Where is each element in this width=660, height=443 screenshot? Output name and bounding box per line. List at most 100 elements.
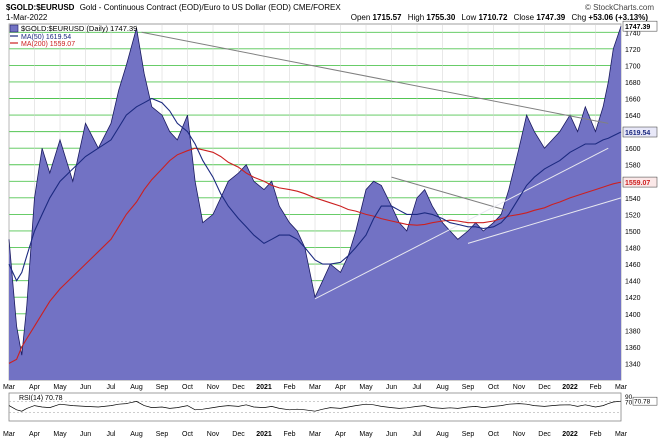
high-value: 1755.30 [426,13,456,22]
x-tick-label-bottom: Jun [80,431,91,438]
x-tick-label: Jul [413,384,422,391]
ma50-line [8,97,622,282]
y-tick-label: 1400 [625,312,641,319]
price-area [9,26,621,380]
x-tick-label: Apr [335,384,347,391]
trendline-resistance [141,31,609,124]
legend-ma200: MA(200) 1559.07 [21,41,75,48]
y-tick-label: 1440 [625,279,641,286]
last-price-tag-bg [622,20,658,32]
x-tick-label-bottom: Jun [386,431,397,438]
low-label: Low [461,13,477,22]
x-tick-label: Oct [488,384,499,391]
x-tick-label-bottom: Feb [589,431,601,438]
rsi-legend: RSI(14) 70.78 [19,395,63,402]
x-tick-label: Feb [589,384,601,391]
ma50-price-tag-bg [622,126,658,138]
rsi-tick-label: 90 [625,394,633,401]
price-line [8,26,622,356]
copyright-label: © StockCharts.com [584,3,654,12]
y-tick-label: 1460 [625,262,641,269]
x-tick-label: May [53,384,67,391]
x-tick-label-bottom: May [359,431,373,438]
y-tick-label: 1340 [625,361,641,368]
x-tick-label: Apr [29,384,41,391]
ohlc-readout: Open 1715.57 High 1755.30 Low 1710.72 Cl… [351,13,648,22]
x-tick-label-bottom: May [53,431,67,438]
chart-symbol: $GOLD:$EURUSD Gold - Continuous Contract… [6,3,341,12]
y-tick-label: 1520 [625,212,641,219]
trendline-support-2 [467,197,622,244]
y-tick-label: 1500 [625,229,641,236]
x-tick-label: Mar [615,384,628,391]
x-tick-label-bottom: Feb [283,431,295,438]
x-tick-label-bottom: 2022 [562,431,578,438]
x-tick-label: Jun [80,384,91,391]
x-tick-label: 2022 [562,384,578,391]
high-label: High [407,13,425,22]
y-tick-label: 1680 [625,80,641,87]
legend: $GOLD:$EURUSD (Daily) 1747.39 MA(50) 161… [9,24,137,48]
rsi-panel-bg [8,392,622,422]
open-label: Open [350,13,371,22]
x-tick-label-bottom: Mar [615,431,628,438]
y-tick-label: 1420 [625,295,641,302]
symbol-text: $GOLD:$EURUSD [6,3,75,12]
x-tick-label: Mar [309,384,322,391]
last-price-tag: 1747.39 [625,24,650,31]
x-tick-label: 2021 [256,384,272,391]
rsi-tick-label: 70 [625,399,633,406]
x-tick-label-bottom: Nov [207,431,220,438]
x-tick-label-bottom: Dec [538,431,551,438]
x-tick-label: Aug [436,384,449,391]
trendline-resistance-2 [391,176,507,211]
low-value: 1710.72 [478,13,508,22]
y-tick-label: 1720 [625,47,641,54]
x-tick-label: Feb [283,384,295,391]
x-tick-label: May [359,384,373,391]
y-tick-label: 1580 [625,163,641,170]
x-tick-label: Jun [386,384,397,391]
legend-main: $GOLD:$EURUSD (Daily) 1747.39 [21,24,137,33]
x-tick-label-bottom: Oct [182,431,193,438]
x-tick-label: Jul [107,384,116,391]
ma200-price-tag: 1559.07 [625,180,650,187]
y-tick-label: 1360 [625,345,641,352]
x-tick-label-bottom: Dec [232,431,245,438]
x-tick-label: Sep [156,384,169,391]
ma200-line [8,147,622,364]
symbol-description: Gold - Continuous Contract (EOD)/Euro to… [79,3,341,12]
x-tick-label: Oct [182,384,193,391]
x-tick-label-bottom: Jul [107,431,116,438]
x-tick-label-bottom: 2021 [256,431,272,438]
x-tick-label: Nov [207,384,220,391]
open-value: 1715.57 [372,13,402,22]
y-tick-label: 1700 [625,63,641,70]
chg-value: +53.06 (+3.13%) [588,13,648,22]
chart-date: 1-Mar-2022 [6,13,48,22]
ma200-price-tag-bg [622,176,658,188]
x-tick-label-bottom: Sep [462,431,475,438]
x-tick-label-bottom: Mar [309,431,322,438]
ma50-price-tag: 1619.54 [625,130,650,137]
rsi-line [8,400,622,412]
y-tick-label: 1380 [625,328,641,335]
x-tick-label: Aug [130,384,143,391]
close-label: Close [513,13,535,22]
rsi-value-tag: 70.78 [634,399,651,406]
x-tick-label: Dec [232,384,245,391]
x-tick-label-bottom: Mar [3,431,16,438]
close-value: 1747.39 [536,13,566,22]
trendline-support [314,147,609,300]
x-tick-label: Sep [462,384,475,391]
x-tick-label: Mar [3,384,16,391]
x-tick-label-bottom: Sep [156,431,169,438]
x-tick-label: Dec [538,384,551,391]
legend-ma50: MA(50) 1619.54 [21,34,71,41]
y-tick-label: 1740 [625,30,641,37]
x-tick-label-bottom: Jul [413,431,422,438]
x-tick-label-bottom: Aug [130,431,143,438]
y-tick-label: 1660 [625,97,641,104]
